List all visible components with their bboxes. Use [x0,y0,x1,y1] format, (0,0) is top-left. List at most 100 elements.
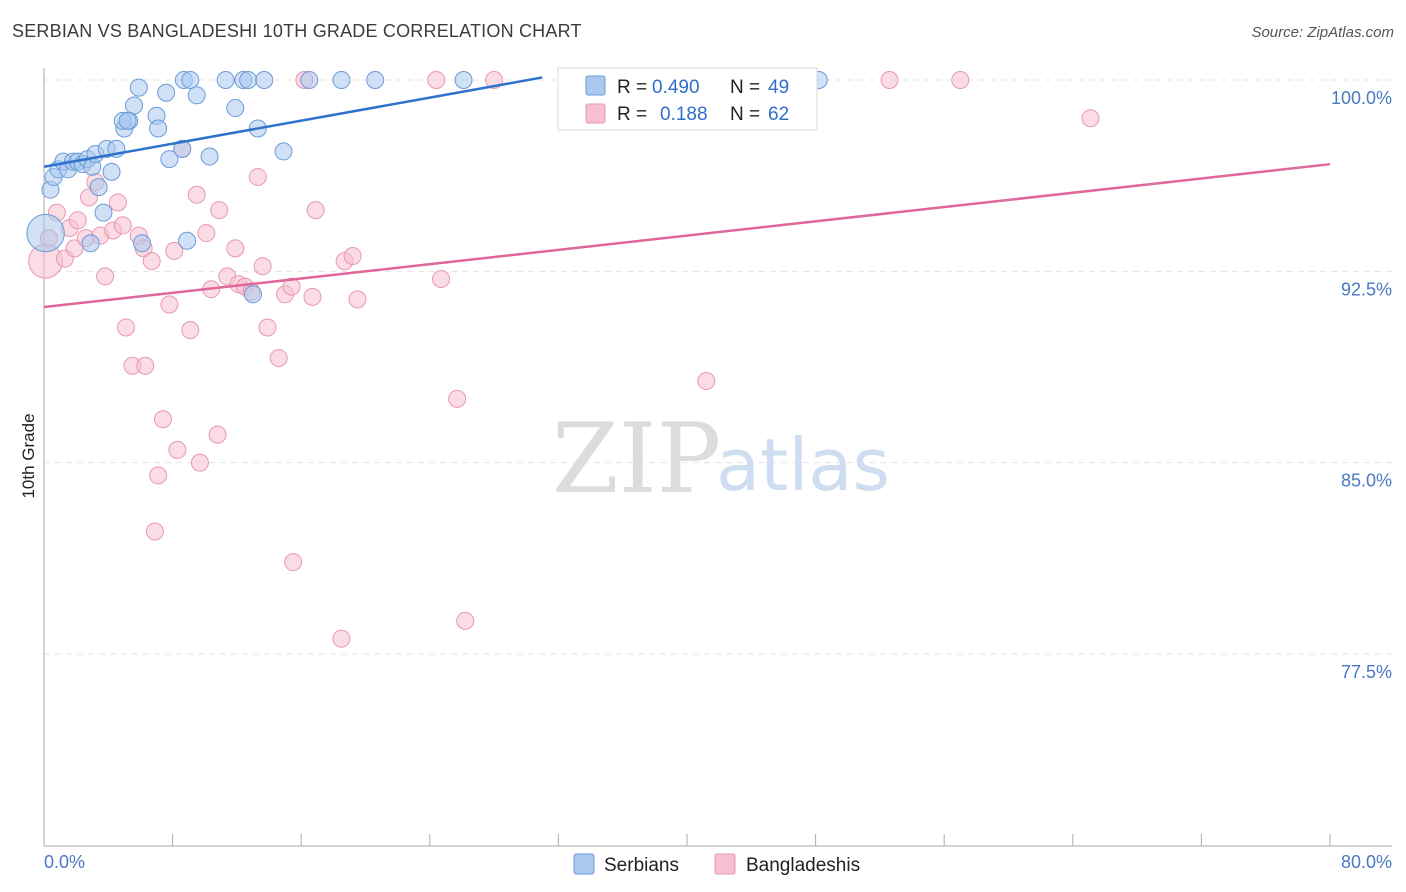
serbian-point-14 [102,162,121,181]
bangladeshi-point-34 [210,201,229,220]
bangladeshi-point-54 [427,71,446,89]
watermark-zip: ZIP [552,403,721,515]
bangladeshi-point-33 [208,425,227,444]
serbian-point-46 [178,231,197,250]
serbian-point-25 [149,119,168,138]
bangladeshi-point-42 [258,318,277,337]
legend-bangladeshi-n-value: 62 [768,104,789,125]
bangladeshi-point-21 [145,522,164,541]
y-tick-label-1: 92.5% [1341,279,1392,299]
bangladeshi-point-57 [456,611,475,630]
legend-serbian-r-label: R = [617,77,647,98]
serbian-point-41 [454,71,473,89]
bangladeshi-point-23 [153,410,172,429]
bangladeshi-point-48 [303,287,322,306]
bangladeshi-point-49 [306,201,325,220]
series-legend: Serbians Bangladeshis [573,853,860,876]
serbian-point-23 [129,78,148,97]
bottom-legend-serbian-swatch [573,853,595,875]
legend-bangladeshi-swatch [585,103,606,124]
bangladeshi-point-22 [149,466,168,485]
y-tick-labels: 100.0% 92.5% 85.0% 77.5% [1331,88,1392,682]
legend-serbian-r-value: 0.490 [652,77,700,98]
serbian-point-40 [366,71,385,89]
bangladeshi-point-62 [1081,109,1100,128]
bangladeshi-point-28 [181,321,200,340]
x-tick-label-80: 80.0% [1341,852,1392,872]
bottom-legend-serbians: Serbians [604,855,679,876]
bangladeshi-point-45 [282,277,301,296]
bangladeshi-point-50 [332,629,351,648]
bangladeshi-point-13 [108,193,127,212]
bangladeshi-point-11 [96,267,115,286]
bangladeshi-point-56 [448,389,467,408]
serbian-point-16 [94,203,113,222]
gridlines [44,79,1392,655]
bangladeshi-point-53 [348,290,367,309]
serbian-point-36 [255,71,274,89]
bangladeshi-point-24 [160,295,179,314]
bangladeshi-point-6 [68,211,87,230]
serbian-point-28 [181,71,200,89]
serbian-point-39 [332,71,351,89]
serbian-point-32 [226,99,245,118]
bangladeshi-point-14 [113,216,132,235]
bangladeshi-point-40 [248,167,267,186]
serbian-point-47 [243,285,262,304]
legend-serbian-swatch [585,75,606,96]
bottom-legend-bangladeshis: Bangladeshis [746,855,860,876]
legend-bangladeshi-n-label: N = [730,104,760,125]
serbian-point-48 [118,111,137,130]
bangladeshi-point-55 [432,269,451,288]
bangladeshi-point-43 [269,349,288,368]
serbian-point-18 [133,234,152,253]
chart-title: SERBIAN VS BANGLADESHI 10TH GRADE CORREL… [12,21,582,41]
legend-serbian-n-value: 49 [768,77,789,98]
legend-bangladeshi-r-label: R = [617,104,647,125]
source-label: Source: ZipAtlas.com [1251,24,1394,41]
serbian-point-26 [157,83,176,102]
serbian-point-37 [274,142,293,161]
bangladeshi-point-20 [142,252,161,271]
bangladeshi-point-15 [116,318,135,337]
x-tick-label-0: 0.0% [44,852,85,872]
serbian-point-22 [125,96,144,115]
bangladeshi-point-19 [136,356,155,375]
y-tick-label-0: 100.0% [1331,88,1392,108]
bangladeshi-point-41 [253,257,272,276]
serbian-point-44 [160,150,179,169]
bangladeshi-trend-line [43,162,1331,309]
serbian-point-34 [239,71,258,89]
serbian-trend-line [43,76,543,168]
bangladeshi-point-52 [343,247,362,266]
bangladeshi-point-46 [284,553,303,572]
bangladeshi-point-31 [197,224,216,243]
serbian-point-31 [216,71,235,89]
serbian-point-0 [26,213,65,253]
bangladeshi-point-61 [951,71,970,89]
serbian-point-29 [187,86,206,105]
watermark-atlas: atlas [716,423,890,507]
bangladeshi-points [28,71,1100,648]
bangladeshi-point-59 [697,372,716,391]
bangladeshi-point-5 [65,239,84,258]
legend-serbian-n-label: N = [730,77,760,98]
serbian-point-45 [173,139,192,158]
y-axis-label: 10th Grade [19,413,38,498]
serbian-point-12 [89,178,108,197]
bangladeshi-point-36 [226,239,245,258]
x-axis-ticks [43,834,1331,846]
serbian-point-17 [81,234,100,253]
y-tick-label-2: 85.0% [1341,471,1392,491]
correlation-legend: R = 0.490 N = 49 R = 0.188 N = 62 [557,67,818,131]
legend-bangladeshi-r-value: 0.188 [660,104,708,125]
serbian-point-30 [200,147,219,166]
bangladeshi-point-60 [880,71,899,89]
serbian-point-38 [300,71,319,89]
bottom-legend-bangladeshi-swatch [714,853,736,875]
bangladeshi-point-29 [187,185,206,204]
bangladeshi-point-26 [168,440,187,459]
y-tick-label-3: 77.5% [1341,662,1392,682]
bangladeshi-point-25 [165,241,184,260]
